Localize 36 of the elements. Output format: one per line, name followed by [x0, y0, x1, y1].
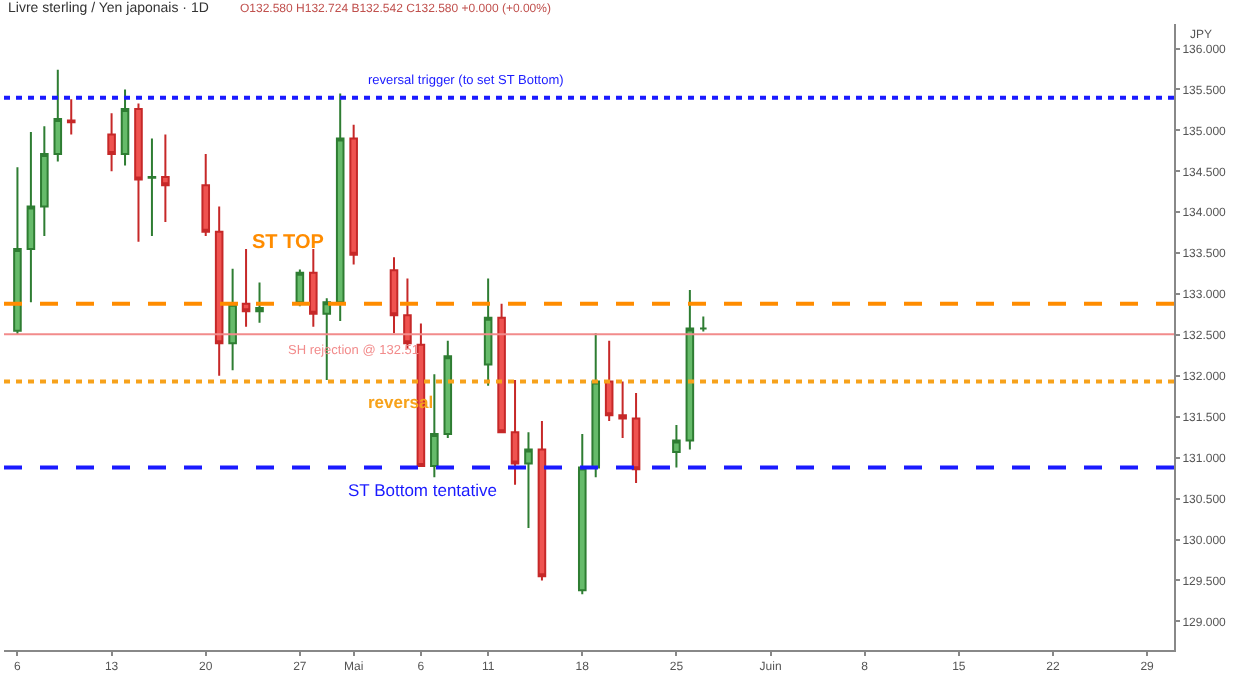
candlestick	[309, 248, 318, 328]
ref-line-label: ST Bottom tentative	[348, 480, 498, 500]
candlestick	[685, 288, 695, 451]
candlestick	[524, 431, 533, 530]
candlestick	[699, 315, 708, 333]
candlestick	[40, 125, 49, 237]
candlestick	[53, 68, 63, 163]
candlestick	[26, 131, 36, 304]
candlestick	[510, 378, 520, 486]
candlestick	[241, 248, 251, 328]
candlestick	[618, 380, 627, 440]
candlestick	[672, 423, 681, 469]
candlestick	[604, 339, 614, 422]
candlestick	[335, 92, 345, 323]
candlestick	[255, 281, 264, 324]
candlestick	[201, 153, 211, 237]
candlestick	[537, 419, 547, 582]
candlestick	[497, 302, 506, 434]
candlestick	[631, 392, 641, 485]
candlestick	[430, 373, 439, 479]
candlestick	[228, 267, 237, 372]
candlestick	[389, 256, 399, 335]
candlestick	[147, 137, 157, 237]
candlestick	[214, 205, 224, 377]
candlestick	[120, 88, 130, 167]
candlestick	[483, 277, 493, 387]
candlestick	[577, 432, 587, 596]
ref-line-label: ST TOP	[252, 232, 325, 254]
candlestick	[161, 133, 170, 224]
candlestick	[66, 98, 76, 136]
candlestick	[349, 123, 358, 266]
candlestick	[107, 112, 116, 173]
candlestick	[13, 166, 22, 336]
candlestick	[443, 339, 453, 440]
candlestick	[134, 102, 143, 243]
candlestick	[591, 332, 601, 479]
